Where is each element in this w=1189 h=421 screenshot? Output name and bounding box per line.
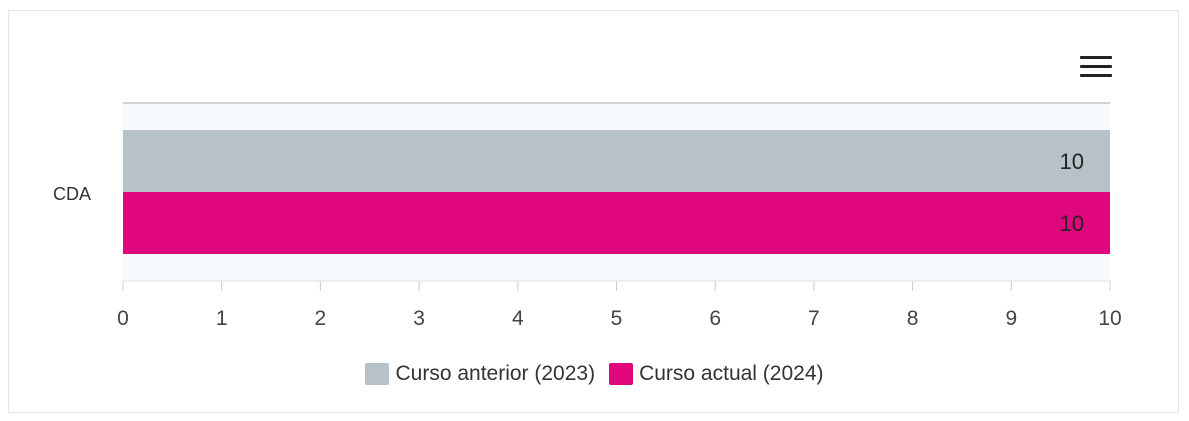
legend-label-0: Curso anterior (2023) xyxy=(395,362,596,385)
legend-item-series-0[interactable]: Curso anterior (2023) xyxy=(365,362,595,386)
x-tick-label: 4 xyxy=(512,307,524,330)
y-labels-group: CDA xyxy=(53,184,91,204)
bar-cda-series-1[interactable] xyxy=(123,192,1110,254)
x-tick-label: 5 xyxy=(611,307,623,330)
x-tick-label: 8 xyxy=(907,307,919,330)
x-tick-label: 1 xyxy=(216,307,228,330)
legend-label-1: Curso actual (2024) xyxy=(639,362,824,385)
x-tick-label: 9 xyxy=(1005,307,1017,330)
x-tick-label: 7 xyxy=(808,307,820,330)
hamburger-menu-icon[interactable] xyxy=(1080,56,1112,80)
legend: Curso anterior (2023) Curso actual (2024… xyxy=(0,362,1189,386)
x-tick-label: 3 xyxy=(413,307,425,330)
legend-item-series-1[interactable]: Curso actual (2024) xyxy=(609,362,824,386)
legend-swatch-0 xyxy=(365,363,390,385)
x-tick-label: 6 xyxy=(709,307,721,330)
data-label-series-1: 10 xyxy=(1060,211,1084,236)
bars-group: 10 10 xyxy=(123,130,1110,254)
x-tick-label: 0 xyxy=(117,307,129,330)
data-label-series-0: 10 xyxy=(1060,149,1084,174)
x-ticks-group: 0 1 2 3 4 5 6 7 8 9 10 xyxy=(117,281,1122,330)
y-category-label: CDA xyxy=(53,184,91,204)
x-tick-label: 10 xyxy=(1098,307,1121,330)
legend-swatch-1 xyxy=(609,363,634,385)
x-tick-label: 2 xyxy=(315,307,327,330)
bar-cda-series-0[interactable] xyxy=(123,130,1110,192)
